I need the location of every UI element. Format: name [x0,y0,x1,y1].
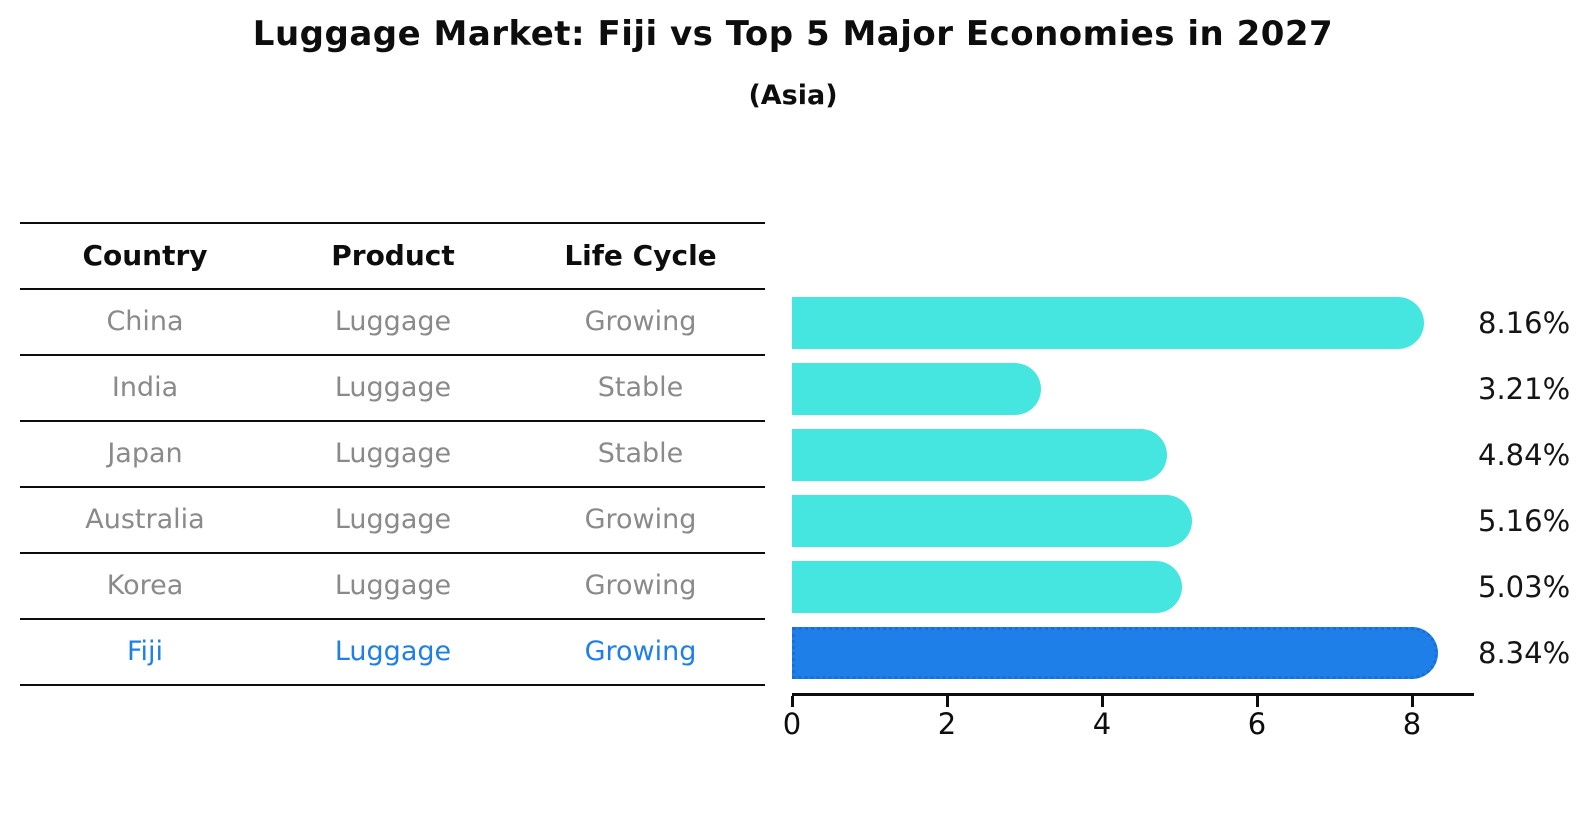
value-label-china: 8.16% [1478,306,1571,340]
cell-product: Luggage [334,504,452,535]
column-header-life-cycle: Life Cycle [564,239,717,272]
column-header-product: Product [331,239,455,272]
x-tick-mark [791,696,794,707]
table-header-row: Country Product Life Cycle [20,224,765,290]
cell-product: Luggage [334,438,452,469]
table-body: China Luggage Growing India Luggage Stable Jap… [20,290,765,686]
table-row-india: India Luggage Stable [20,356,765,422]
chart-title: Luggage Market: Fiji vs Top 5 Major Econ… [252,14,1334,54]
value-label-australia: 5.16% [1478,504,1571,538]
x-tick-mark [1101,696,1104,707]
cell-life-cycle: Growing [584,636,697,667]
cell-life-cycle: Stable [597,438,684,469]
x-tick-mark [1411,696,1414,707]
x-tick-mark [1256,696,1259,707]
x-tick-label: 8 [1402,707,1422,741]
table-row-japan: Japan Luggage Stable [20,422,765,488]
bar-australia [792,495,1192,547]
cell-country: Australia [85,504,205,535]
cell-product: Luggage [334,570,452,601]
cell-life-cycle: Growing [584,306,697,337]
cell-product: Luggage [334,372,452,403]
bar-fiji [792,627,1438,679]
table-row-china: China Luggage Growing [20,290,765,356]
bar-japan [792,429,1167,481]
table-row-fiji: Fiji Luggage Growing [20,620,765,686]
bar-china [792,297,1424,349]
x-tick-mark [946,696,949,707]
cell-product: Luggage [334,306,452,337]
column-header-country: Country [82,239,208,272]
value-label-fiji: 8.34% [1478,636,1571,670]
cell-country: Fiji [126,636,164,667]
cell-country: India [111,372,179,403]
value-label-korea: 5.03% [1478,570,1571,604]
bar-india [792,363,1041,415]
table-row-australia: Australia Luggage Growing [20,488,765,554]
x-tick-label: 4 [1092,707,1112,741]
country-table: Country Product Life Cycle China Luggage Gro… [20,222,765,686]
cell-country: Korea [106,570,184,601]
cell-country: Japan [107,438,183,469]
cell-country: China [106,306,184,337]
value-label-india: 3.21% [1478,372,1571,406]
x-tick-label: 0 [782,707,802,741]
cell-life-cycle: Growing [584,570,697,601]
cell-product: Luggage [334,636,452,667]
bar-korea [792,561,1182,613]
table-row-korea: Korea Luggage Growing [20,554,765,620]
x-tick-label: 6 [1247,707,1267,741]
x-tick-label: 2 [937,707,957,741]
cell-life-cycle: Growing [584,504,697,535]
value-label-japan: 4.84% [1478,438,1571,472]
cell-life-cycle: Stable [597,372,684,403]
x-axis-line [792,693,1474,696]
chart-subtitle: (Asia) [748,80,838,111]
